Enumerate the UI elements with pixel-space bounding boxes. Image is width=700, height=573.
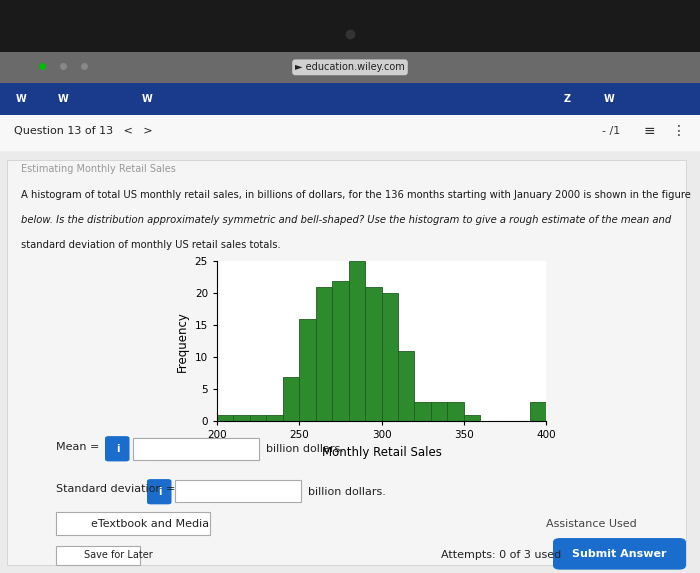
Text: ► education.wiley.com: ► education.wiley.com (295, 62, 405, 72)
Text: Z: Z (564, 94, 570, 104)
Bar (447, 402, 463, 421)
Text: i: i (116, 444, 119, 454)
Bar (398, 351, 414, 421)
FancyBboxPatch shape (133, 438, 259, 460)
Text: Estimating Monthly Retail Sales: Estimating Monthly Retail Sales (21, 164, 176, 175)
Text: Question 13 of 13   <   >: Question 13 of 13 < > (14, 127, 153, 136)
Text: Attempts: 0 of 3 used: Attempts: 0 of 3 used (441, 550, 561, 560)
Y-axis label: Frequency: Frequency (176, 311, 189, 372)
Bar (414, 402, 430, 421)
FancyBboxPatch shape (147, 479, 172, 504)
Text: A histogram of total US monthly retail sales, in billions of dollars, for the 13: A histogram of total US monthly retail s… (21, 190, 691, 200)
Text: Mean =: Mean = (56, 442, 103, 452)
Text: Submit Answer: Submit Answer (573, 549, 666, 559)
Text: Assistance Used: Assistance Used (546, 519, 637, 529)
Text: Standard deviation =: Standard deviation = (56, 484, 179, 494)
Bar (233, 415, 250, 421)
Text: ≡: ≡ (644, 124, 656, 138)
Text: billion dollars.: billion dollars. (308, 486, 386, 497)
X-axis label: Monthly Retail Sales: Monthly Retail Sales (321, 446, 442, 459)
Bar (266, 415, 283, 421)
FancyBboxPatch shape (56, 545, 140, 564)
Text: billion dollars.: billion dollars. (266, 444, 344, 454)
Bar (382, 293, 398, 421)
FancyBboxPatch shape (7, 160, 686, 564)
Text: Save for Later: Save for Later (84, 550, 153, 560)
FancyBboxPatch shape (175, 480, 301, 503)
FancyBboxPatch shape (553, 538, 686, 570)
Bar (217, 415, 233, 421)
Text: below. Is the distribution approximately symmetric and bell-shaped? Use the hist: below. Is the distribution approximately… (21, 215, 671, 225)
Text: eTextbook and Media: eTextbook and Media (91, 519, 209, 529)
Bar (283, 376, 300, 421)
Text: - /1: - /1 (602, 127, 620, 136)
Text: i: i (158, 486, 161, 497)
Bar (250, 415, 266, 421)
Text: W: W (57, 94, 69, 104)
Text: W: W (141, 94, 153, 104)
Text: ⋮: ⋮ (672, 124, 686, 138)
Bar (316, 287, 332, 421)
FancyBboxPatch shape (105, 436, 130, 461)
Bar (300, 319, 316, 421)
Bar (365, 287, 382, 421)
Bar (431, 402, 447, 421)
FancyBboxPatch shape (56, 512, 210, 535)
Text: W: W (15, 94, 27, 104)
Text: W: W (603, 94, 615, 104)
Text: standard deviation of monthly US retail sales totals.: standard deviation of monthly US retail … (21, 240, 281, 250)
Bar (529, 402, 546, 421)
Bar (349, 261, 365, 421)
Bar (463, 415, 480, 421)
Bar (332, 281, 349, 421)
